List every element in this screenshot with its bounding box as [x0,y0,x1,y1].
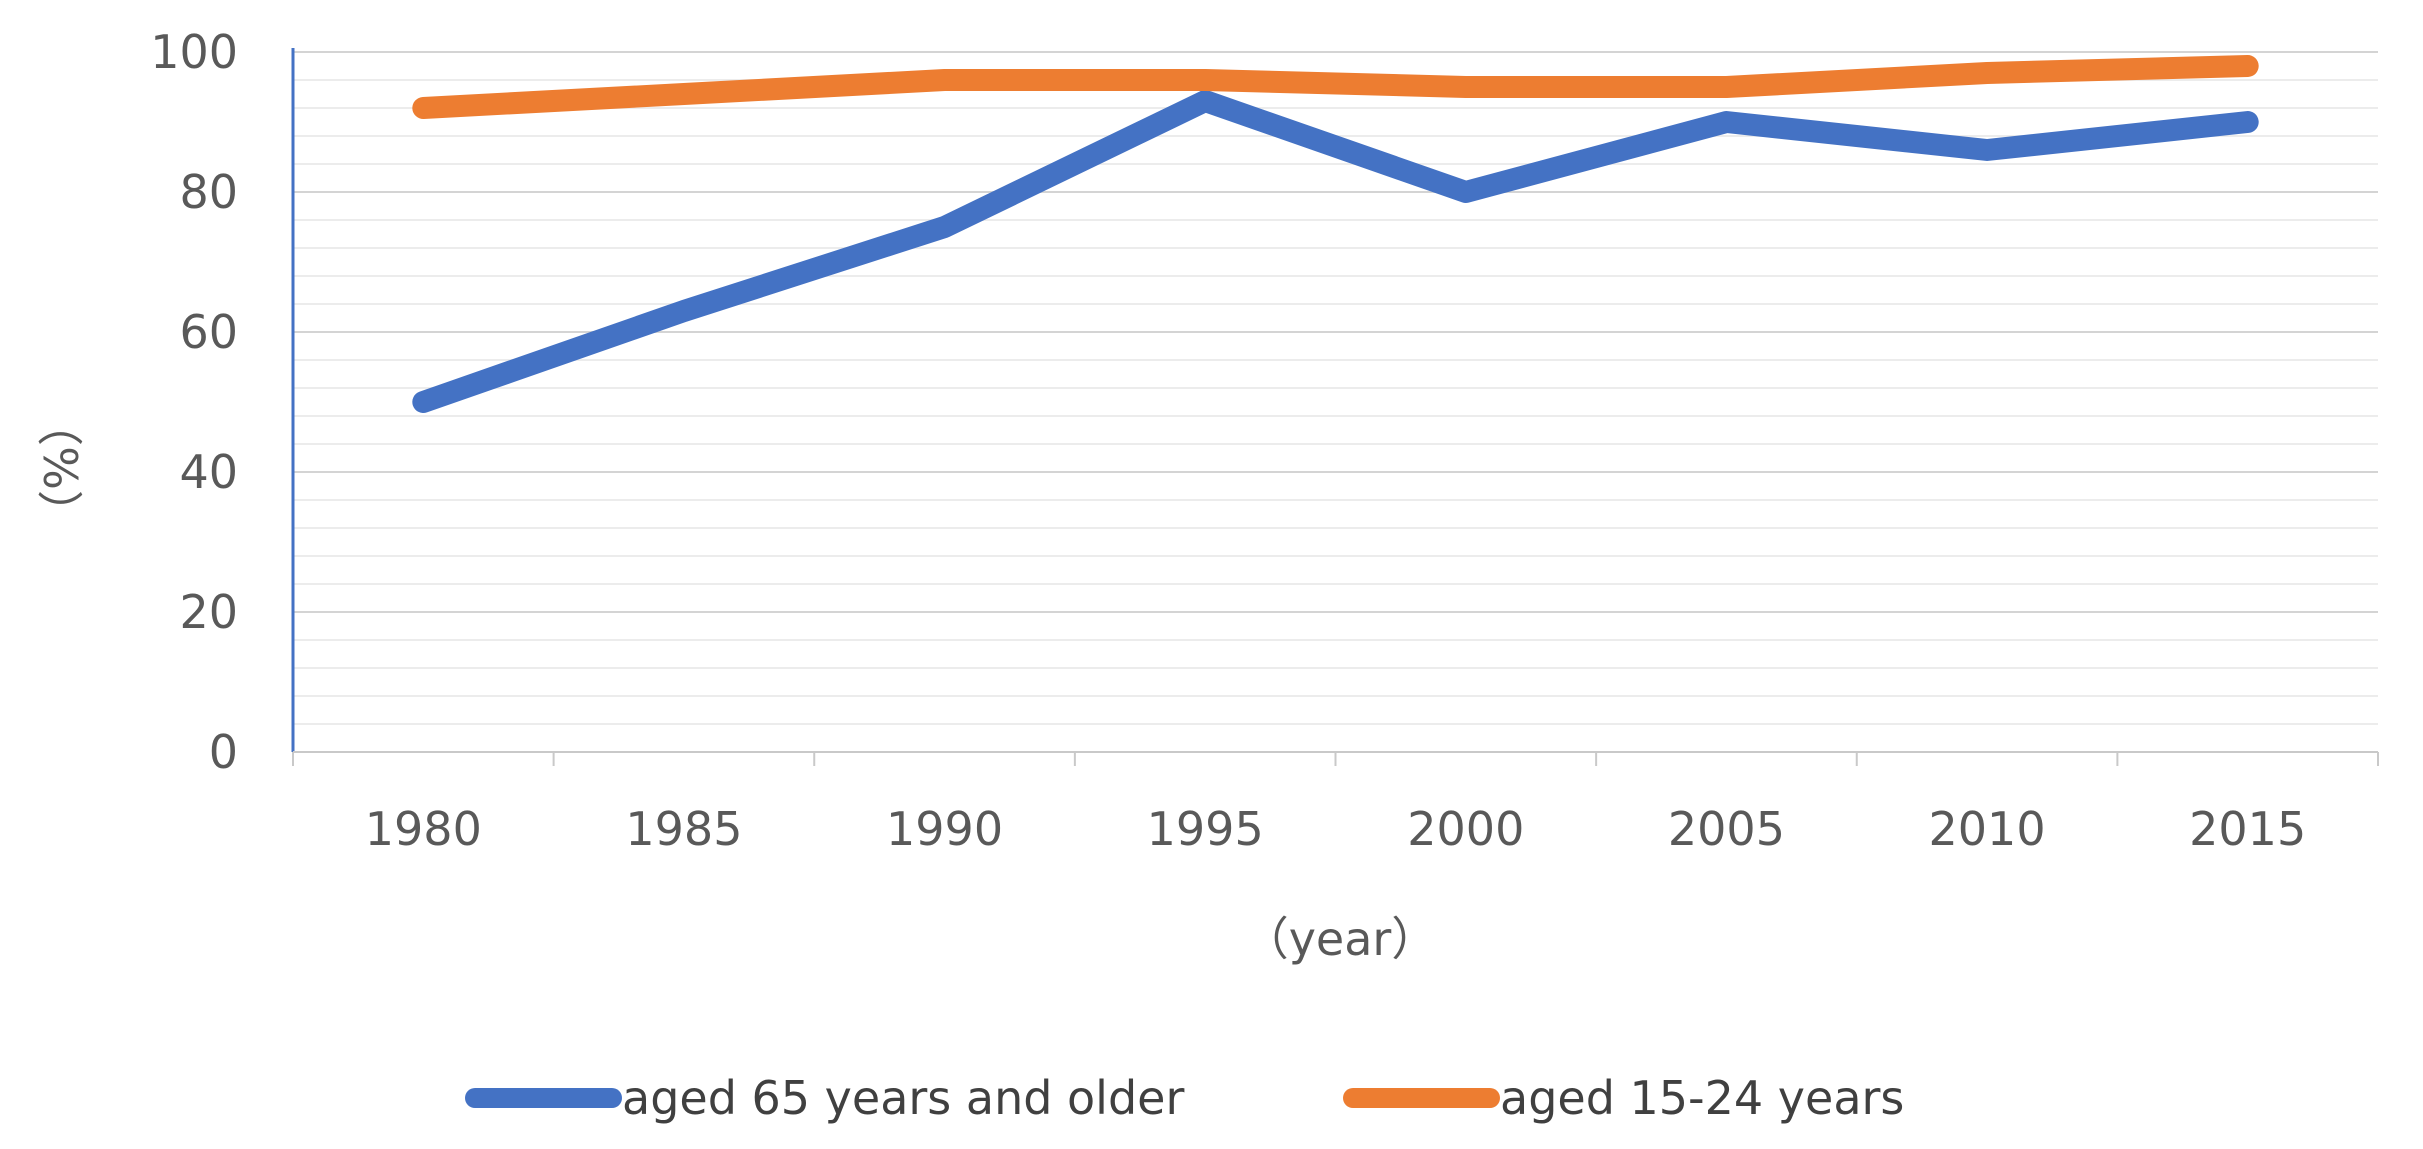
x-axis-title: （year） [1243,912,1438,966]
y-tick-label: 100 [150,25,238,79]
legend: aged 65 years and older aged 15-24 years [465,1071,1904,1125]
legend-label-2: aged 15-24 years [1500,1071,1904,1125]
x-tick-label: 1990 [886,802,1003,856]
x-tick-label: 2010 [1929,802,2046,856]
x-tick-label: 1995 [1147,802,1264,856]
y-tick-label: 40 [179,445,238,499]
axes [291,48,2379,766]
x-tick-label: 2000 [1407,802,1524,856]
y-tick-label: 60 [179,305,238,359]
y-tick-labels: 0 20 40 60 80 100 [150,25,238,779]
series-line-2 [412,55,2259,119]
x-tick-label: 2005 [1668,802,1785,856]
series-line-1 [412,90,2259,413]
y-tick-label: 80 [179,165,238,219]
x-tick-labels: 1980 1985 1990 1995 2000 2005 2010 2015 [365,802,2306,856]
x-tick-label: 1980 [365,802,482,856]
x-tick-label: 2015 [2189,802,2306,856]
legend-label-1: aged 65 years and older [622,1071,1184,1125]
series-lines [412,55,2259,413]
y-tick-label: 0 [209,725,238,779]
x-tick-label: 1985 [625,802,742,856]
y-axis-title: （%） [35,400,89,536]
y-tick-label: 20 [179,585,238,639]
